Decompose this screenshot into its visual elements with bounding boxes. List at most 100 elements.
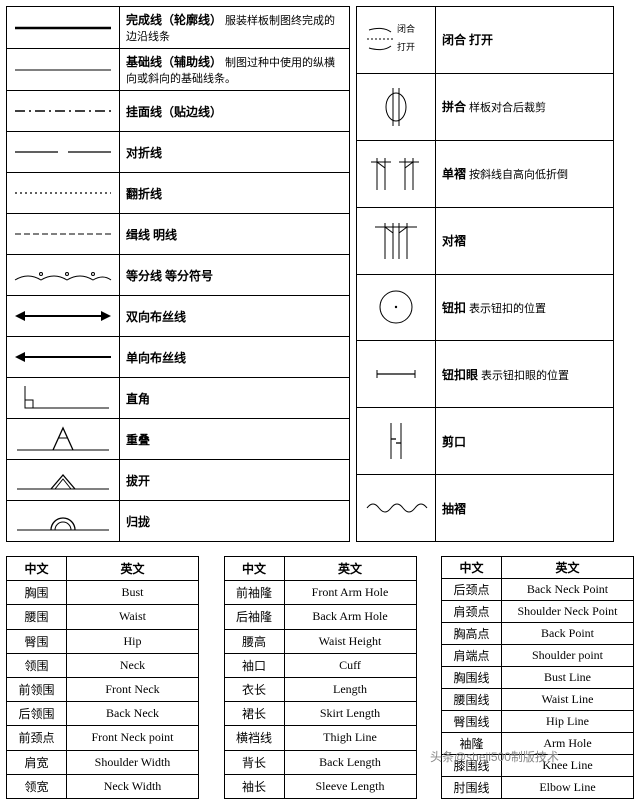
term-row: 领围Neck [7,653,199,677]
legend-title: 钮扣 [442,301,466,315]
term-en: Shoulder Neck Point [502,601,634,623]
term-row: 肩端点Shoulder point [442,645,634,667]
symbol-button [357,274,436,341]
term-zh: 后领围 [7,702,67,726]
term-row: 背长Back Length [224,750,416,774]
symbol-fold [7,132,120,173]
legend-title: 单褶 [442,167,466,181]
term-row: 臀围Hip [7,629,199,653]
symbol-stitch [7,214,120,255]
svg-text:打开: 打开 [397,41,415,52]
term-zh: 后颈点 [442,579,502,601]
legend-title: 对折线 [126,146,162,160]
legend-row-finish: 完成线（轮廓线） 服装样板制图终完成的边沿线条 [7,7,350,49]
term-row: 前领围Front Neck [7,677,199,701]
term-en: Back Point [502,623,634,645]
svg-text:闭合: 闭合 [397,23,415,34]
legend-row-grain1: 单向布丝线 [7,337,350,378]
term-zh: 肘围线 [442,777,502,799]
term-en: Back Arm Hole [284,605,416,629]
legend-title: 钮扣眼 [442,368,478,382]
legend-title: 剪口 [442,435,466,449]
term-en: Skirt Length [284,702,416,726]
symbol-facing [7,91,120,132]
term-en: Bust [67,581,199,605]
legend-row-right: 直角 [7,378,350,419]
term-en: Length [284,677,416,701]
legend-row-facing: 挂面线（贴边线） [7,91,350,132]
legend-row-gather: 归拢 [7,501,350,542]
legend-row: 完成线（轮廓线） 服装样板制图终完成的边沿线条 基础线（辅助线） 制图过种中使用… [6,6,634,542]
term-zh: 胸高点 [442,623,502,645]
term-en: Bust Line [502,667,634,689]
term-table-1: 中文英文胸围Bust腰围Waist臀围Hip领围Neck前领围Front Nec… [6,556,199,799]
legend-row-flip: 翻折线 [7,173,350,214]
legend-row-divide: 等分线 等分符号 [7,255,350,296]
term-row: 腰围Waist [7,605,199,629]
term-row: 胸围线Bust Line [442,667,634,689]
symbol-overlap [7,419,120,460]
term-en: Cuff [284,653,416,677]
term-row: 后领围Back Neck [7,702,199,726]
term-zh: 腰围 [7,605,67,629]
symbol-divide [7,255,120,296]
legend-title: 翻折线 [126,187,162,201]
term-header-zh: 中文 [442,557,502,579]
legend-row-openclose: 闭合 打开 闭合 打开 [357,7,614,74]
term-row: 肘围线Elbow Line [442,777,634,799]
term-row: 衣长Length [224,677,416,701]
symbol-spread [7,460,120,501]
term-zh: 领宽 [7,774,67,798]
legend-title: 对褶 [442,234,466,248]
symbol-flip [7,173,120,214]
term-row: 后袖隆Back Arm Hole [224,605,416,629]
term-row: 胸高点Back Point [442,623,634,645]
term-zh: 胸围线 [442,667,502,689]
legend-title: 拔开 [126,474,150,488]
term-en: Waist Line [502,689,634,711]
term-en: Waist [67,605,199,629]
legend-row-notch: 剪口 [357,408,614,475]
term-en: Hip [67,629,199,653]
term-en: Hip Line [502,711,634,733]
term-zh: 前袖隆 [224,581,284,605]
term-zh: 臀围 [7,629,67,653]
term-row: 胸围Bust [7,581,199,605]
term-en: Front Neck point [67,726,199,750]
symbol-openclose: 闭合 打开 [357,7,436,74]
term-zh: 腰围线 [442,689,502,711]
term-en: Shoulder Width [67,750,199,774]
term-en: Thigh Line [284,726,416,750]
term-en: Neck Width [67,774,199,798]
symbol-shirr [357,475,436,542]
symbol-right [7,378,120,419]
term-zh: 肩颈点 [442,601,502,623]
term-en: Elbow Line [502,777,634,799]
symbol-grain2 [7,296,120,337]
term-row: 臀围线Hip Line [442,711,634,733]
symbol-buttonhole [357,341,436,408]
legend-title: 闭合 打开 [442,33,493,47]
term-zh: 肩端点 [442,645,502,667]
term-zh: 袖口 [224,653,284,677]
term-zh: 肩宽 [7,750,67,774]
term-zh: 后袖隆 [224,605,284,629]
legend-title: 等分线 等分符号 [126,269,213,283]
term-en: Back Length [284,750,416,774]
legend-row-stitch: 缉线 明线 [7,214,350,255]
term-row: 前颈点Front Neck point [7,726,199,750]
term-zh: 裙长 [224,702,284,726]
term-header-en: 英文 [67,557,199,581]
legend-row-spread: 拔开 [7,460,350,501]
legend-title: 完成线（轮廓线） [126,13,222,27]
term-row: 后颈点Back Neck Point [442,579,634,601]
term-row: 肩宽Shoulder Width [7,750,199,774]
term-zh: 背长 [224,750,284,774]
term-row: 袖口Cuff [224,653,416,677]
term-header-en: 英文 [502,557,634,579]
term-zh: 前颈点 [7,726,67,750]
term-zh: 前领围 [7,677,67,701]
legend-title: 抽褶 [442,502,466,516]
term-row: 腰高Waist Height [224,629,416,653]
legend-row-pleat2: 对褶 [357,207,614,274]
